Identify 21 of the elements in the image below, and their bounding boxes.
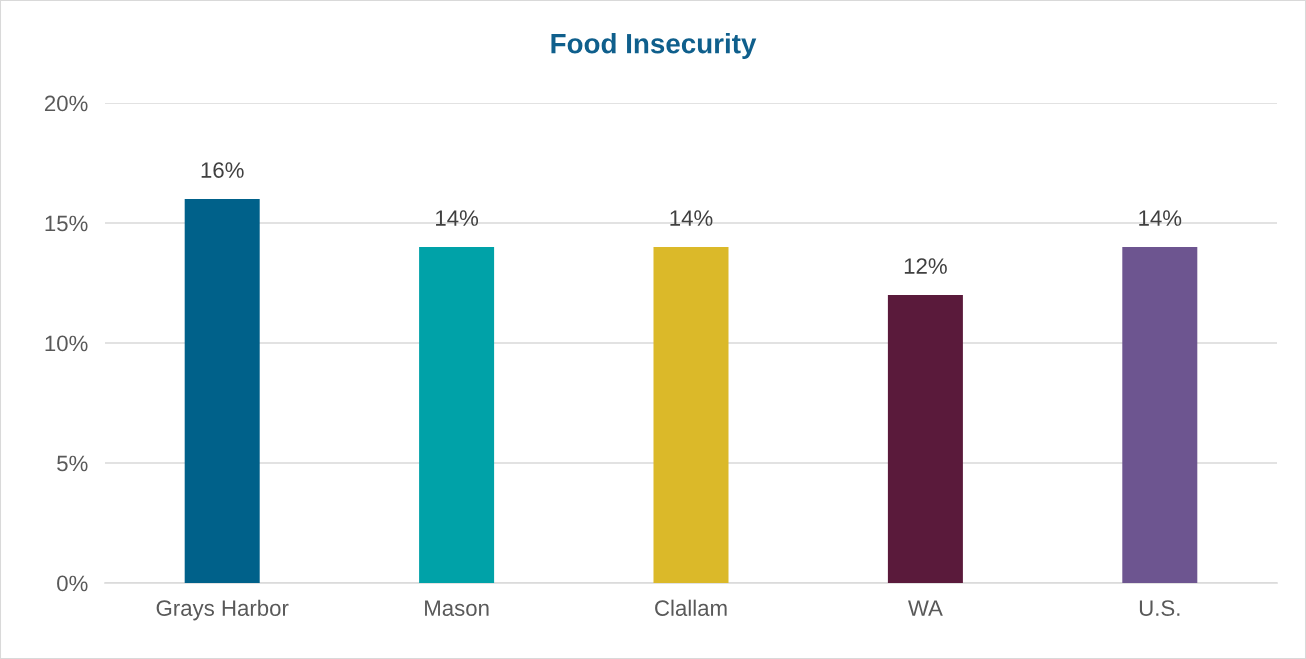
data-label: 14% xyxy=(436,210,479,226)
x-tick-label: WA xyxy=(908,600,943,616)
x-tick-label: Mason xyxy=(425,600,489,616)
data-label: 12% xyxy=(904,258,947,274)
bar xyxy=(1122,247,1198,583)
x-tick-label: Grays Harbor xyxy=(156,599,289,621)
bar xyxy=(419,247,495,583)
y-tick-label: 20% xyxy=(44,95,88,112)
x-tick-label: U.S. xyxy=(1139,600,1180,616)
data-label: 16% xyxy=(201,162,244,178)
x-tick-label: Clallam xyxy=(655,599,727,616)
bar xyxy=(887,295,963,583)
y-tick-label: 15% xyxy=(45,215,88,232)
y-tick-label: 5% xyxy=(57,455,88,472)
data-label: 14% xyxy=(1139,210,1182,226)
y-tick-label: 0% xyxy=(57,575,88,592)
data-label: 14% xyxy=(670,210,713,226)
y-tick-label: 10% xyxy=(45,335,88,352)
bar xyxy=(653,247,729,583)
bar xyxy=(184,199,260,583)
chart-title: Food Insecurity xyxy=(551,33,757,59)
